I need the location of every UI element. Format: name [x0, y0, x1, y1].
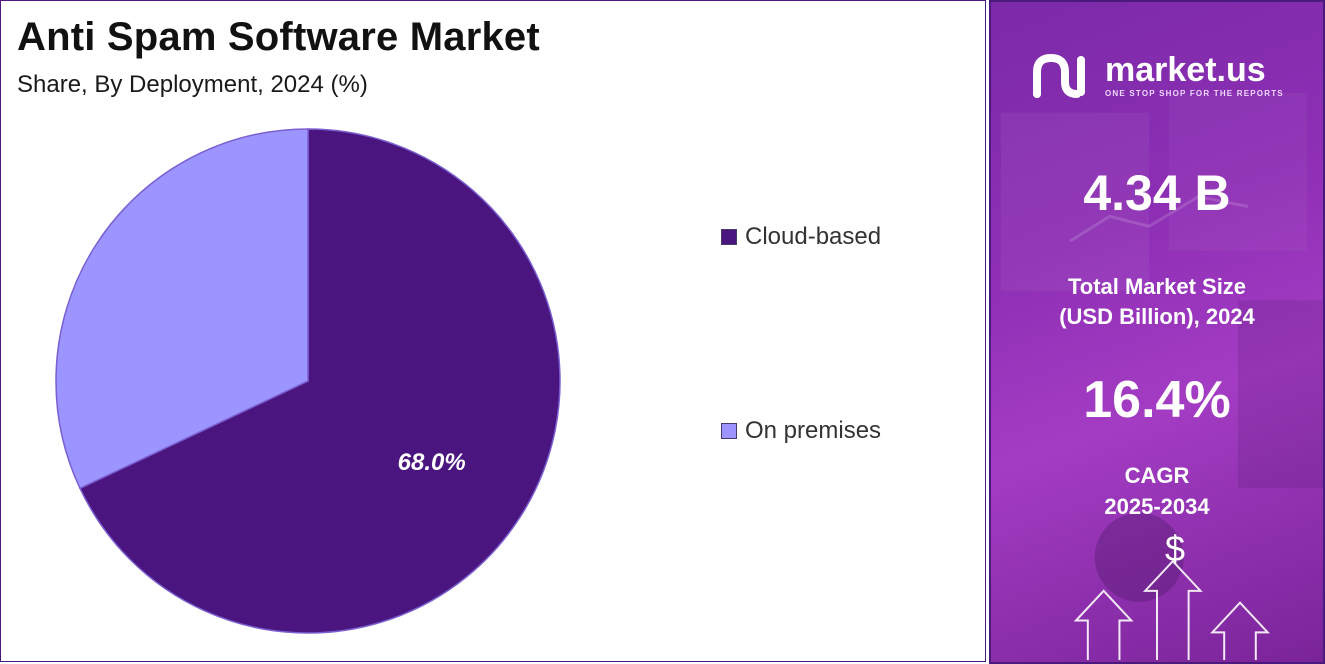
- cagr-label: CAGR 2025-2034: [991, 460, 1323, 522]
- cagr-value: 16.4%: [1083, 371, 1231, 429]
- legend-swatch-cloud-based: [721, 229, 737, 245]
- pie-slice-on-premises: [55, 128, 309, 490]
- market-size-label-line1: Total Market Size: [1067, 274, 1247, 299]
- cagr-label-line2: 2025-2034: [1104, 494, 1210, 519]
- summary-panel: market.us ONE STOP SHOP FOR THE REPORTS …: [989, 0, 1325, 664]
- market-us-logo-icon: [1033, 53, 1085, 98]
- legend-swatch-on-premises: [721, 423, 737, 439]
- pie-slice-cloud-based: [78, 128, 561, 634]
- background-texture: [1000, 92, 1323, 661]
- brand-tagline: ONE STOP SHOP FOR THE REPORTS: [1105, 88, 1284, 98]
- market-size-value: 4.34 B: [1083, 165, 1231, 221]
- market-size-label: Total Market Size (USD Billion), 2024: [991, 272, 1323, 332]
- chart-subtitle: Share, By Deployment, 2024 (%): [17, 71, 368, 98]
- legend-label-cloud-based: Cloud-based: [745, 223, 882, 250]
- legend-item-cloud-based: Cloud-based: [721, 223, 881, 251]
- legend-label-on-premises: On premises: [745, 417, 882, 444]
- chart-title: Anti Spam Software Market: [17, 15, 540, 59]
- growth-arrows-icon: [1073, 559, 1270, 661]
- chart-panel: Anti Spam Software Market Share, By Depl…: [0, 0, 986, 662]
- legend-item-on-premises: On premises: [721, 417, 881, 445]
- brand-name: market.us: [1105, 50, 1266, 89]
- pie-data-label-cloud-based: 68.0%: [398, 449, 466, 476]
- pie-chart: 68.0%: [55, 128, 561, 634]
- cagr-label-line1: CAGR: [1124, 463, 1190, 488]
- brand-logo: market.us ONE STOP SHOP FOR THE REPORTS: [1031, 52, 1284, 98]
- dollar-icon: $: [1165, 528, 1186, 569]
- market-size-label-line2: (USD Billion), 2024: [1059, 304, 1255, 329]
